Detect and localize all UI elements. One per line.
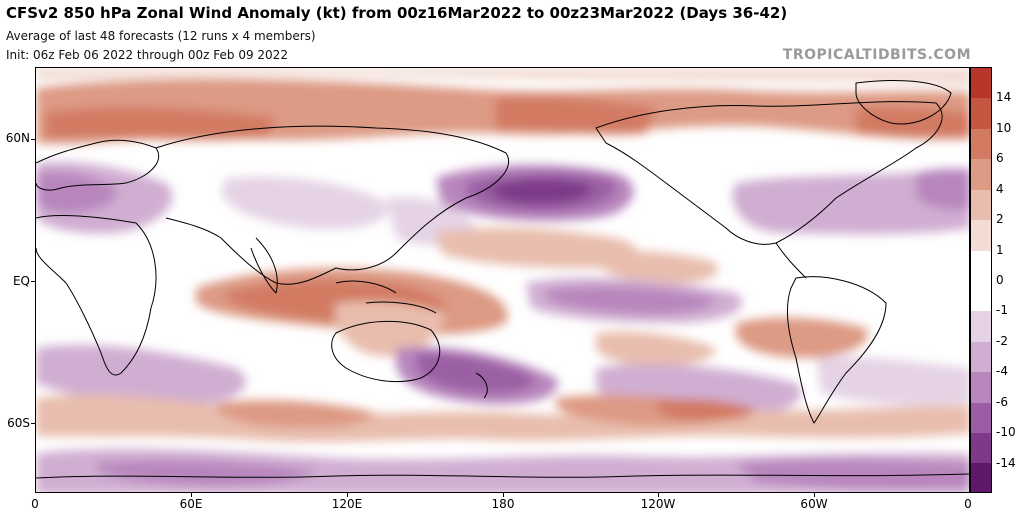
anomaly-field — [36, 68, 969, 492]
colorbar-label: -4 — [996, 364, 1008, 379]
colorbar — [970, 67, 992, 493]
lat-tick — [31, 423, 35, 424]
lon-label-180: 180 — [491, 497, 515, 511]
lon-label-0-east: 0 — [964, 497, 972, 511]
lon-label-60e: 60E — [179, 497, 203, 511]
lat-tick — [31, 281, 35, 282]
colorbar-segment — [971, 159, 991, 190]
colorbar-label: -6 — [996, 394, 1008, 409]
lon-label-120e: 120E — [331, 497, 363, 511]
map-canvas — [36, 68, 969, 492]
lon-label-0: 0 — [31, 497, 39, 511]
colorbar-segment — [971, 98, 991, 129]
lat-label-eq: EQ — [12, 274, 30, 288]
colorbar-label: 6 — [996, 151, 1004, 166]
colorbar-segment — [971, 463, 991, 492]
colorbar-label: -1 — [996, 303, 1008, 318]
colorbar-label: 10 — [996, 120, 1012, 135]
colorbar-label: 4 — [996, 181, 1004, 196]
lon-label-120w: 120W — [640, 497, 676, 511]
colorbar-segment — [971, 280, 991, 312]
colorbar-segment — [971, 68, 991, 99]
colorbar-label: -2 — [996, 333, 1008, 348]
colorbar-segment — [971, 189, 991, 221]
lon-tick — [658, 493, 659, 497]
colorbar-segment — [971, 372, 991, 403]
lon-tick — [347, 493, 348, 497]
chart-title: CFSv2 850 hPa Zonal Wind Anomaly (kt) fr… — [6, 4, 788, 22]
colorbar-segment — [971, 341, 991, 373]
colorbar-segment — [971, 311, 991, 342]
colorbar-label: -14 — [996, 455, 1016, 470]
lat-tick — [31, 139, 35, 140]
colorbar-segment — [971, 128, 991, 160]
colorbar-segment — [971, 433, 991, 464]
chart-subtitle-forecasts: Average of last 48 forecasts (12 runs x … — [6, 29, 316, 43]
colorbar-label: 2 — [996, 212, 1004, 227]
lon-tick — [191, 493, 192, 497]
colorbar-label: -10 — [996, 425, 1016, 440]
colorbar-segment — [971, 402, 991, 434]
lon-tick — [503, 493, 504, 497]
site-watermark: TROPICALTIDBITS.COM — [782, 47, 971, 63]
coastlines — [36, 80, 969, 479]
lon-tick — [814, 493, 815, 497]
lat-label-60s: 60S — [7, 416, 30, 430]
colorbar-label: 0 — [996, 273, 1004, 287]
wind-anomaly-map — [35, 67, 970, 493]
chart-subtitle-init: Init: 06z Feb 06 2022 through 00z Feb 09… — [6, 48, 288, 62]
colorbar-label: 1 — [996, 242, 1004, 257]
colorbar-label: 14 — [996, 90, 1012, 105]
colorbar-segment — [971, 250, 991, 281]
lon-label-60w: 60W — [800, 497, 828, 511]
colorbar-segment — [971, 220, 991, 251]
lat-label-60n: 60N — [5, 131, 30, 145]
